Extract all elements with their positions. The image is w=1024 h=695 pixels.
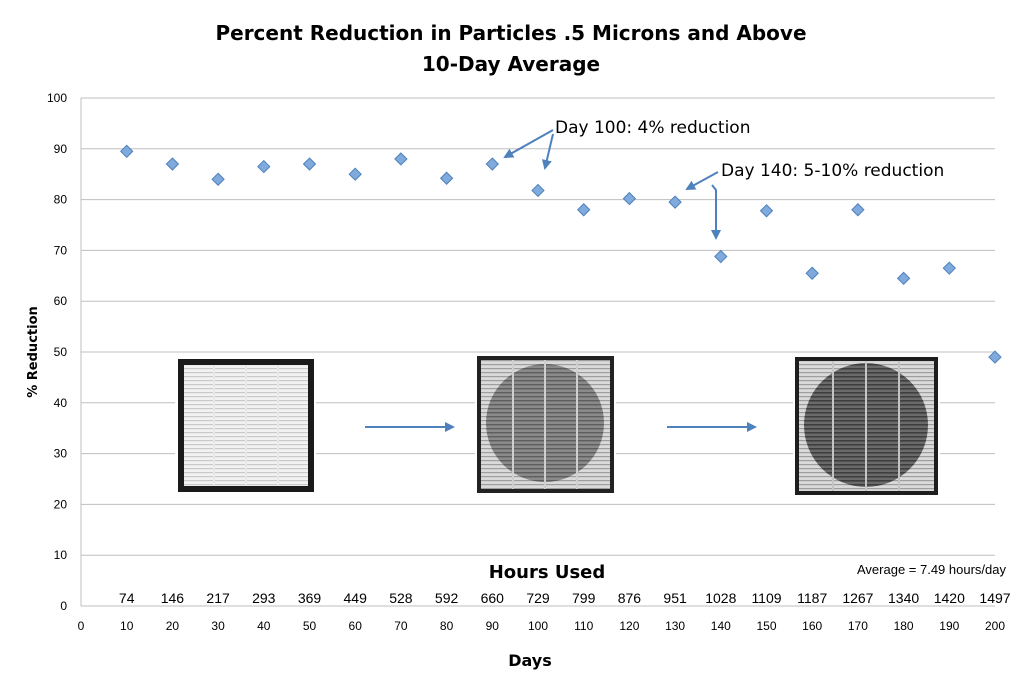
hours-label-day-160: 1187 [797, 590, 827, 606]
data-point-day-90 [485, 157, 500, 171]
data-point-day-160 [805, 266, 819, 280]
x-tick-100: 100 [528, 619, 548, 633]
data-point-day-120 [622, 191, 637, 206]
x-tick-130: 130 [665, 619, 685, 633]
data-point-day-50 [302, 157, 317, 171]
data-point-day-80 [439, 171, 454, 185]
hours-label-day-10: 74 [119, 590, 135, 606]
hours-label-day-90: 660 [481, 590, 505, 606]
x-tick-90: 90 [486, 619, 500, 633]
chart-title: Percent Reduction in Particles .5 Micron… [215, 21, 806, 45]
data-points [119, 144, 1002, 364]
annotation-day-140-arrow-a [685, 171, 719, 190]
data-point-day-170 [851, 203, 865, 217]
data-point-day-30 [211, 172, 225, 186]
x-tick-50: 50 [303, 619, 317, 633]
x-tick-110: 110 [574, 619, 593, 633]
x-tick-80: 80 [440, 619, 454, 633]
hours-label-day-180: 1340 [888, 590, 919, 606]
x-tick-200: 200 [985, 619, 1005, 633]
hours-label-day-30: 217 [206, 590, 230, 606]
hours-label-day-190: 1420 [934, 590, 965, 606]
hours-label-day-150: 1109 [751, 590, 781, 606]
data-point-day-60 [348, 167, 362, 181]
data-point-day-20 [165, 157, 180, 171]
dirty-filter-image [793, 355, 940, 496]
x-tick-10: 10 [120, 619, 134, 633]
data-point-day-70 [394, 152, 408, 166]
hours-label-day-170: 1267 [842, 590, 873, 606]
y-tick-30: 30 [54, 447, 68, 461]
hours-label-day-130: 951 [663, 590, 687, 606]
hours-label-day-40: 293 [252, 590, 276, 606]
y-tick-labels: 0 10 20 30 40 50 60 70 80 90 100 [47, 91, 67, 613]
x-tick-70: 70 [394, 619, 408, 633]
annotation-day-100: Day 100: 4% reduction [555, 118, 750, 138]
x-tick-190: 190 [939, 619, 959, 633]
data-point-day-110 [576, 203, 591, 217]
data-point-day-200 [988, 350, 1002, 364]
y-tick-20: 20 [54, 497, 68, 511]
x-tick-150: 150 [756, 619, 776, 633]
data-point-day-150 [759, 204, 774, 218]
hours-label-day-60: 449 [344, 590, 368, 606]
x-tick-160: 160 [802, 619, 822, 633]
chart-subtitle: 10-Day Average [422, 52, 600, 76]
clean-filter-image [175, 356, 316, 494]
annotation-day-140-arrow-b [711, 184, 721, 240]
y-tick-80: 80 [54, 193, 68, 207]
partly-dirty-filter-image [475, 354, 616, 494]
average-note: Average = 7.49 hours/day [857, 562, 1007, 577]
hours-label-day-70: 528 [389, 590, 413, 606]
annotation-day-100-arrow-b [541, 133, 554, 170]
x-tick-120: 120 [619, 619, 639, 633]
hours-label-day-20: 146 [161, 590, 185, 606]
x-tick-180: 180 [894, 619, 914, 633]
data-point-day-40 [257, 159, 271, 174]
data-point-day-130 [668, 195, 682, 209]
hours-label-day-110: 799 [572, 590, 596, 606]
data-point-day-10 [119, 144, 134, 159]
y-tick-50: 50 [54, 345, 68, 359]
hours-label-day-80: 592 [435, 590, 459, 606]
y-tick-40: 40 [54, 396, 68, 410]
annotation-day-140: Day 140: 5-10% reduction [721, 161, 944, 181]
hours-used-title: Hours Used [489, 562, 606, 583]
x-tick-30: 30 [211, 619, 225, 633]
y-tick-90: 90 [54, 142, 68, 156]
x-tick-170: 170 [848, 619, 868, 633]
data-point-day-180 [896, 271, 911, 286]
y-axis-label: % Reduction [26, 306, 41, 398]
y-tick-70: 70 [54, 243, 68, 257]
x-tick-40: 40 [257, 619, 271, 633]
x-tick-60: 60 [349, 619, 363, 633]
hours-label-day-120: 876 [618, 590, 642, 606]
hours-label-day-50: 369 [298, 590, 322, 606]
y-tick-0: 0 [60, 599, 67, 613]
y-tick-10: 10 [54, 548, 68, 562]
x-axis-label: Days [508, 651, 552, 670]
hours-label-day-100: 729 [526, 590, 550, 606]
y-tick-100: 100 [47, 91, 67, 105]
data-point-day-140 [714, 249, 728, 264]
x-tick-20: 20 [166, 619, 180, 633]
x-tick-labels: 0 10 20 30 40 50 60 70 80 90 100 110 120 130 140 150 160… [78, 619, 1006, 633]
y-tick-60: 60 [54, 294, 68, 308]
x-tick-0: 0 [78, 619, 85, 633]
hours-used-labels: 74 146 217 293 369 449 528 592 660 729 799 876 951 10… [119, 590, 1011, 606]
hours-label-day-200: 1497 [979, 590, 1010, 606]
annotation-day-100-arrow-a [503, 129, 554, 158]
data-point-day-100 [531, 183, 545, 198]
x-tick-140: 140 [711, 619, 731, 633]
data-point-day-190 [942, 261, 957, 275]
hours-label-day-140: 1028 [705, 590, 736, 606]
